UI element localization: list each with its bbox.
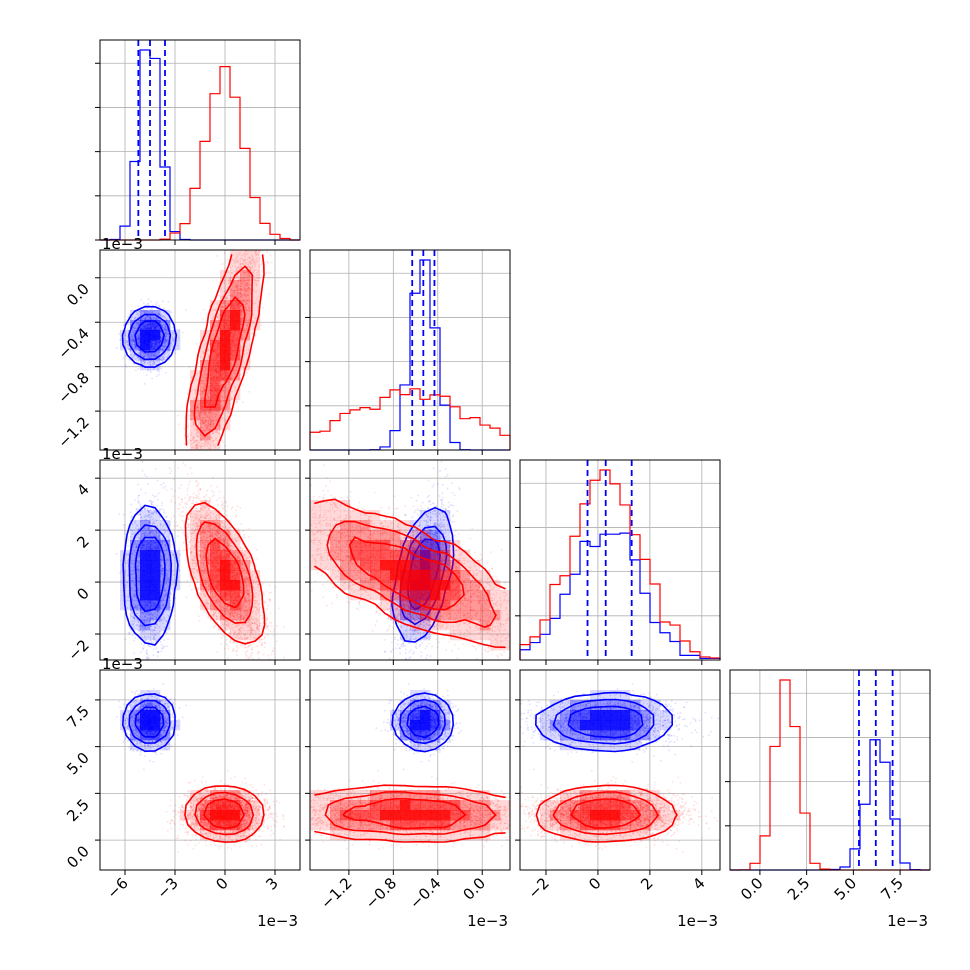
contour-1 <box>194 791 255 836</box>
contour-0 <box>567 705 644 739</box>
histogram-2-0 <box>519 532 721 660</box>
panel-frame <box>99 249 301 451</box>
contour-1 <box>184 501 266 645</box>
contour-1 <box>570 798 642 829</box>
panel-frame <box>519 669 721 871</box>
density-0 <box>120 310 181 371</box>
contour-1 <box>342 798 467 830</box>
scatter-2-0 <box>115 460 286 660</box>
density-1 <box>190 500 261 641</box>
contour-0 <box>134 320 165 353</box>
panel-2-0 <box>100 460 300 660</box>
contour-1 <box>324 791 497 836</box>
contour-1 <box>205 537 245 609</box>
contour-0 <box>122 504 179 646</box>
histogram-1-1 <box>309 388 511 450</box>
x-tick-label: −0.4 <box>406 874 444 912</box>
contour-1 <box>326 520 497 628</box>
contour-0 <box>128 699 171 744</box>
histogram-2-1 <box>519 469 721 660</box>
x-offset-label: 1e−3 <box>257 912 298 930</box>
scatter-3-2 <box>520 683 720 853</box>
contour-1 <box>348 536 465 611</box>
x-tick-label: 0 <box>212 874 231 893</box>
x-tick-label: 0 <box>585 874 604 893</box>
x-tick-label: 7.5 <box>877 874 907 904</box>
y-offset-label: 1e−3 <box>102 235 143 253</box>
contour-0 <box>128 524 172 627</box>
y-tick-label: 0.0 <box>63 280 93 310</box>
x-tick-label: 0.0 <box>459 874 489 904</box>
y-tick-label: 5.0 <box>63 749 93 779</box>
contour-1 <box>203 798 245 830</box>
y-tick-label: 0.0 <box>63 842 93 872</box>
x-offset-label: 1e−3 <box>467 912 508 930</box>
panel-frame <box>729 669 931 871</box>
contour-1 <box>185 254 265 446</box>
panel-frame <box>99 459 301 661</box>
contour-0 <box>134 536 166 613</box>
scatter-1-0 <box>115 250 273 450</box>
y-tick-label: 7.5 <box>63 702 93 732</box>
x-tick-label: −1.2 <box>317 874 355 912</box>
scatter-2-1 <box>310 460 510 660</box>
x-tick-label: −3 <box>153 874 181 902</box>
panel-frame <box>309 249 511 451</box>
x-tick-label: 3 <box>262 874 281 893</box>
panel-frame <box>99 39 301 241</box>
density-0 <box>540 690 671 751</box>
contour-1 <box>314 784 506 843</box>
y-offset-label: 1e−3 <box>102 445 143 463</box>
x-offset-label: 1e−3 <box>677 912 718 930</box>
contour-1 <box>204 296 246 408</box>
x-tick-label: 0.0 <box>737 874 767 904</box>
y-tick-label: 4 <box>73 480 92 499</box>
panel-frame <box>519 459 721 661</box>
y-tick-label: −0.8 <box>54 369 92 407</box>
panel-frame <box>99 669 301 871</box>
scatter-3-0 <box>115 683 286 853</box>
contour-0 <box>399 698 446 745</box>
x-tick-label: 5.0 <box>831 874 861 904</box>
contour-0 <box>406 705 440 739</box>
y-tick-label: 2 <box>73 532 92 551</box>
x-offset-label: 1e−3 <box>887 912 928 930</box>
y-tick-label: 0 <box>73 584 92 603</box>
contour-0 <box>535 691 673 753</box>
contour-0 <box>128 313 172 361</box>
contour-0 <box>121 305 178 368</box>
x-tick-label: 4 <box>689 874 708 893</box>
scatter-3-1 <box>310 683 510 850</box>
panel-3-0 <box>100 670 300 870</box>
x-tick-label: −0.8 <box>362 874 400 912</box>
contour-1 <box>195 521 254 624</box>
y-tick-label: −2 <box>64 636 92 664</box>
contour-1 <box>535 784 678 843</box>
contour-1 <box>314 498 506 649</box>
x-tick-label: 2 <box>637 874 656 893</box>
contour-0 <box>134 706 165 738</box>
panel-frame <box>309 669 511 871</box>
panel-frame <box>309 459 511 661</box>
contour-0 <box>552 698 655 745</box>
y-offset-label: 1e−3 <box>102 655 143 673</box>
contour-0 <box>122 693 176 752</box>
panel-3-2 <box>520 670 720 870</box>
x-tick-label: −6 <box>103 874 131 902</box>
panel-0-0 <box>100 40 300 240</box>
contour-1 <box>552 791 659 836</box>
y-tick-label: −1.2 <box>54 413 92 451</box>
contour-0 <box>391 692 454 753</box>
y-tick-label: −0.4 <box>54 324 92 362</box>
x-tick-label: −2 <box>524 874 552 902</box>
contour-1 <box>184 785 265 843</box>
panel-3-3 <box>730 670 930 870</box>
contour-1 <box>193 265 254 437</box>
x-tick-label: 2.5 <box>784 874 814 904</box>
y-tick-label: 2.5 <box>63 795 93 825</box>
density-1 <box>310 790 510 841</box>
